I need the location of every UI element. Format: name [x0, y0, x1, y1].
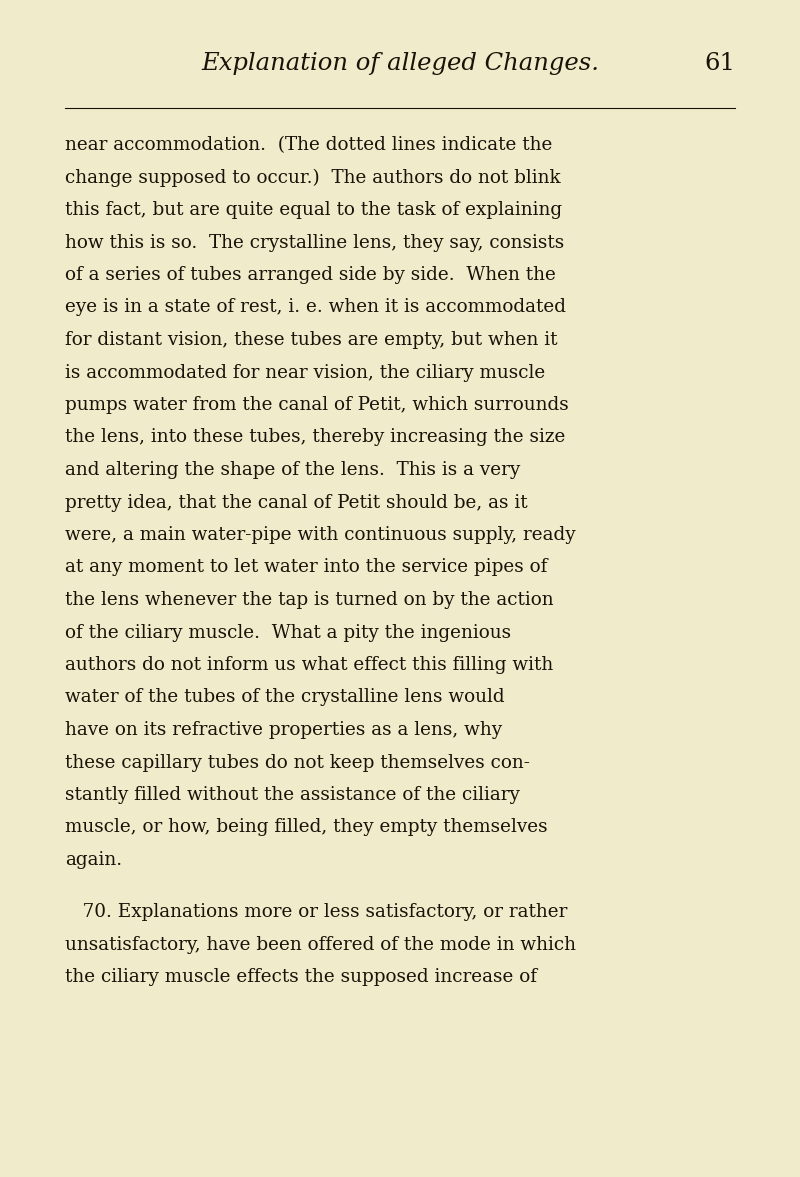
Text: stantly filled without the assistance of the ciliary: stantly filled without the assistance of… [65, 786, 520, 804]
Text: muscle, or how, being filled, they empty themselves: muscle, or how, being filled, they empty… [65, 818, 548, 837]
Text: and altering the shape of the lens.  This is a very: and altering the shape of the lens. This… [65, 461, 520, 479]
Text: again.: again. [65, 851, 122, 869]
Text: authors do not inform us what effect this filling with: authors do not inform us what effect thi… [65, 656, 554, 674]
Text: the lens, into these tubes, thereby increasing the size: the lens, into these tubes, thereby incr… [65, 428, 566, 446]
Text: is accommodated for near vision, the ciliary muscle: is accommodated for near vision, the cil… [65, 364, 546, 381]
Text: at any moment to let water into the service pipes of: at any moment to let water into the serv… [65, 559, 547, 577]
Text: the lens whenever the tap is turned on by the action: the lens whenever the tap is turned on b… [65, 591, 554, 609]
Text: how this is so.  The crystalline lens, they say, consists: how this is so. The crystalline lens, th… [65, 233, 564, 252]
Text: Explanation of alleged Changes.: Explanation of alleged Changes. [201, 52, 599, 75]
Text: of the ciliary muscle.  What a pity the ingenious: of the ciliary muscle. What a pity the i… [65, 624, 511, 641]
Text: change supposed to occur.)  The authors do not blink: change supposed to occur.) The authors d… [65, 168, 561, 187]
Text: water of the tubes of the crystalline lens would: water of the tubes of the crystalline le… [65, 689, 505, 706]
Text: the ciliary muscle effects the supposed increase of: the ciliary muscle effects the supposed … [65, 967, 537, 986]
Text: have on its refractive properties as a lens, why: have on its refractive properties as a l… [65, 722, 502, 739]
Text: 70. Explanations more or less satisfactory, or rather: 70. Explanations more or less satisfacto… [65, 903, 567, 920]
Text: of a series of tubes arranged side by side.  When the: of a series of tubes arranged side by si… [65, 266, 556, 284]
Text: this fact, but are quite equal to the task of explaining: this fact, but are quite equal to the ta… [65, 201, 562, 219]
Text: pretty idea, that the canal of Petit should be, as it: pretty idea, that the canal of Petit sho… [65, 493, 528, 512]
Text: unsatisfactory, have been offered of the mode in which: unsatisfactory, have been offered of the… [65, 936, 576, 953]
Text: these capillary tubes do not keep themselves con-: these capillary tubes do not keep themse… [65, 753, 530, 771]
Text: for distant vision, these tubes are empty, but when it: for distant vision, these tubes are empt… [65, 331, 558, 350]
Text: eye is in a state of rest, i. e. when it is accommodated: eye is in a state of rest, i. e. when it… [65, 299, 566, 317]
Text: near accommodation.  (The dotted lines indicate the: near accommodation. (The dotted lines in… [65, 137, 552, 154]
Text: pumps water from the canal of Petit, which surrounds: pumps water from the canal of Petit, whi… [65, 395, 569, 414]
Text: 61: 61 [704, 52, 735, 75]
Text: were, a main water-pipe with continuous supply, ready: were, a main water-pipe with continuous … [65, 526, 576, 544]
